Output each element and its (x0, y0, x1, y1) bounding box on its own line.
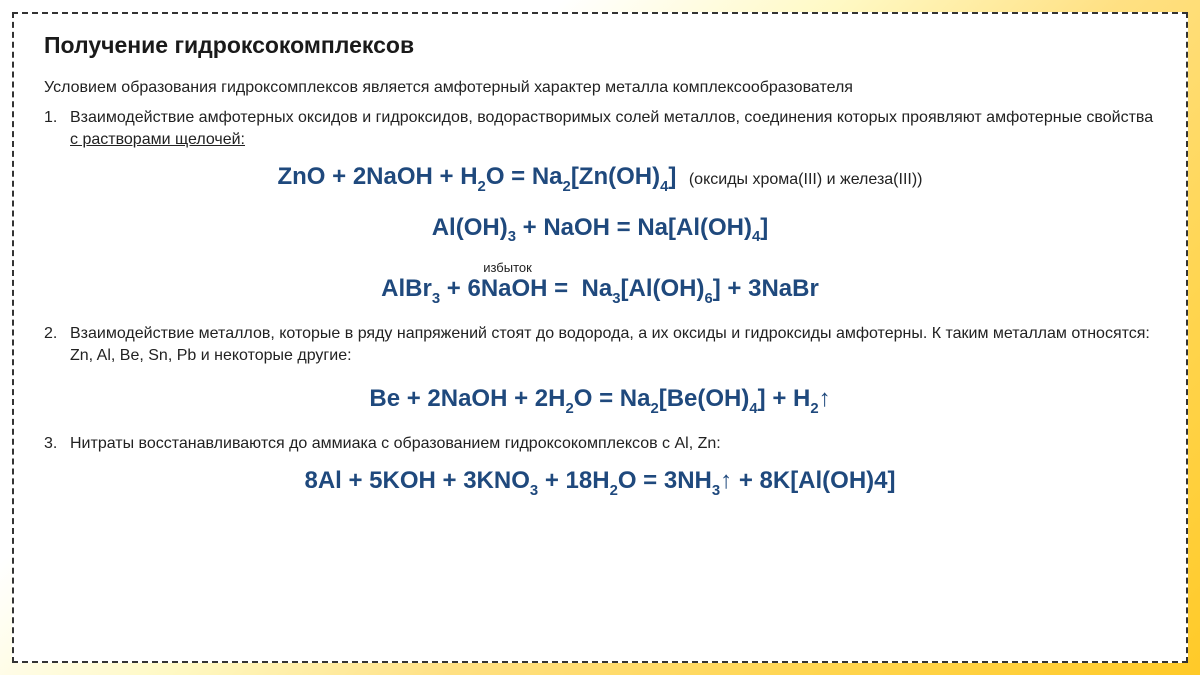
slide-card: Получение гидроксокомплексов Условием об… (12, 12, 1188, 663)
equation-2: Al(OH)3 + NaOH = Na[Al(OH)4] (44, 211, 1156, 248)
list-item-1: Взаимодействие амфотерных оксидов и гидр… (44, 107, 1156, 150)
eq1-note: (оксиды хрома(III) и железа(III)) (689, 171, 923, 188)
intro-text: Условием образования гидроксомплексов яв… (44, 79, 1156, 97)
numbered-list: Взаимодействие амфотерных оксидов и гидр… (44, 107, 1156, 150)
equation-4: Be + 2NaOH + 2H2O = Na2[Be(OH)4] + H2↑ (44, 382, 1156, 419)
numbered-list-2: Взаимодействие металлов, которые в ряду … (44, 323, 1156, 366)
excess-label: избыток (467, 261, 547, 274)
item1-underlined: с растворами щелочей: (70, 131, 245, 148)
equation-3: AlBr3 + избыток6NaOH = Na3[Al(OH)6] + 3N… (44, 261, 1156, 309)
slide-title: Получение гидроксокомплексов (44, 32, 1156, 59)
item1-text: Взаимодействие амфотерных оксидов и гидр… (70, 109, 1153, 126)
equation-1: ZnO + 2NaOH + H2O = Na2[Zn(OH)4] (оксиды… (44, 160, 1156, 197)
list-item-2: Взаимодействие металлов, которые в ряду … (44, 323, 1156, 366)
equation-5: 8Al + 5KOH + 3KNO3 + 18H2O = 3NH3↑ + 8K[… (44, 464, 1156, 501)
list-item-3: Нитраты восстанавливаются до аммиака с о… (44, 433, 1156, 455)
numbered-list-3: Нитраты восстанавливаются до аммиака с о… (44, 433, 1156, 455)
